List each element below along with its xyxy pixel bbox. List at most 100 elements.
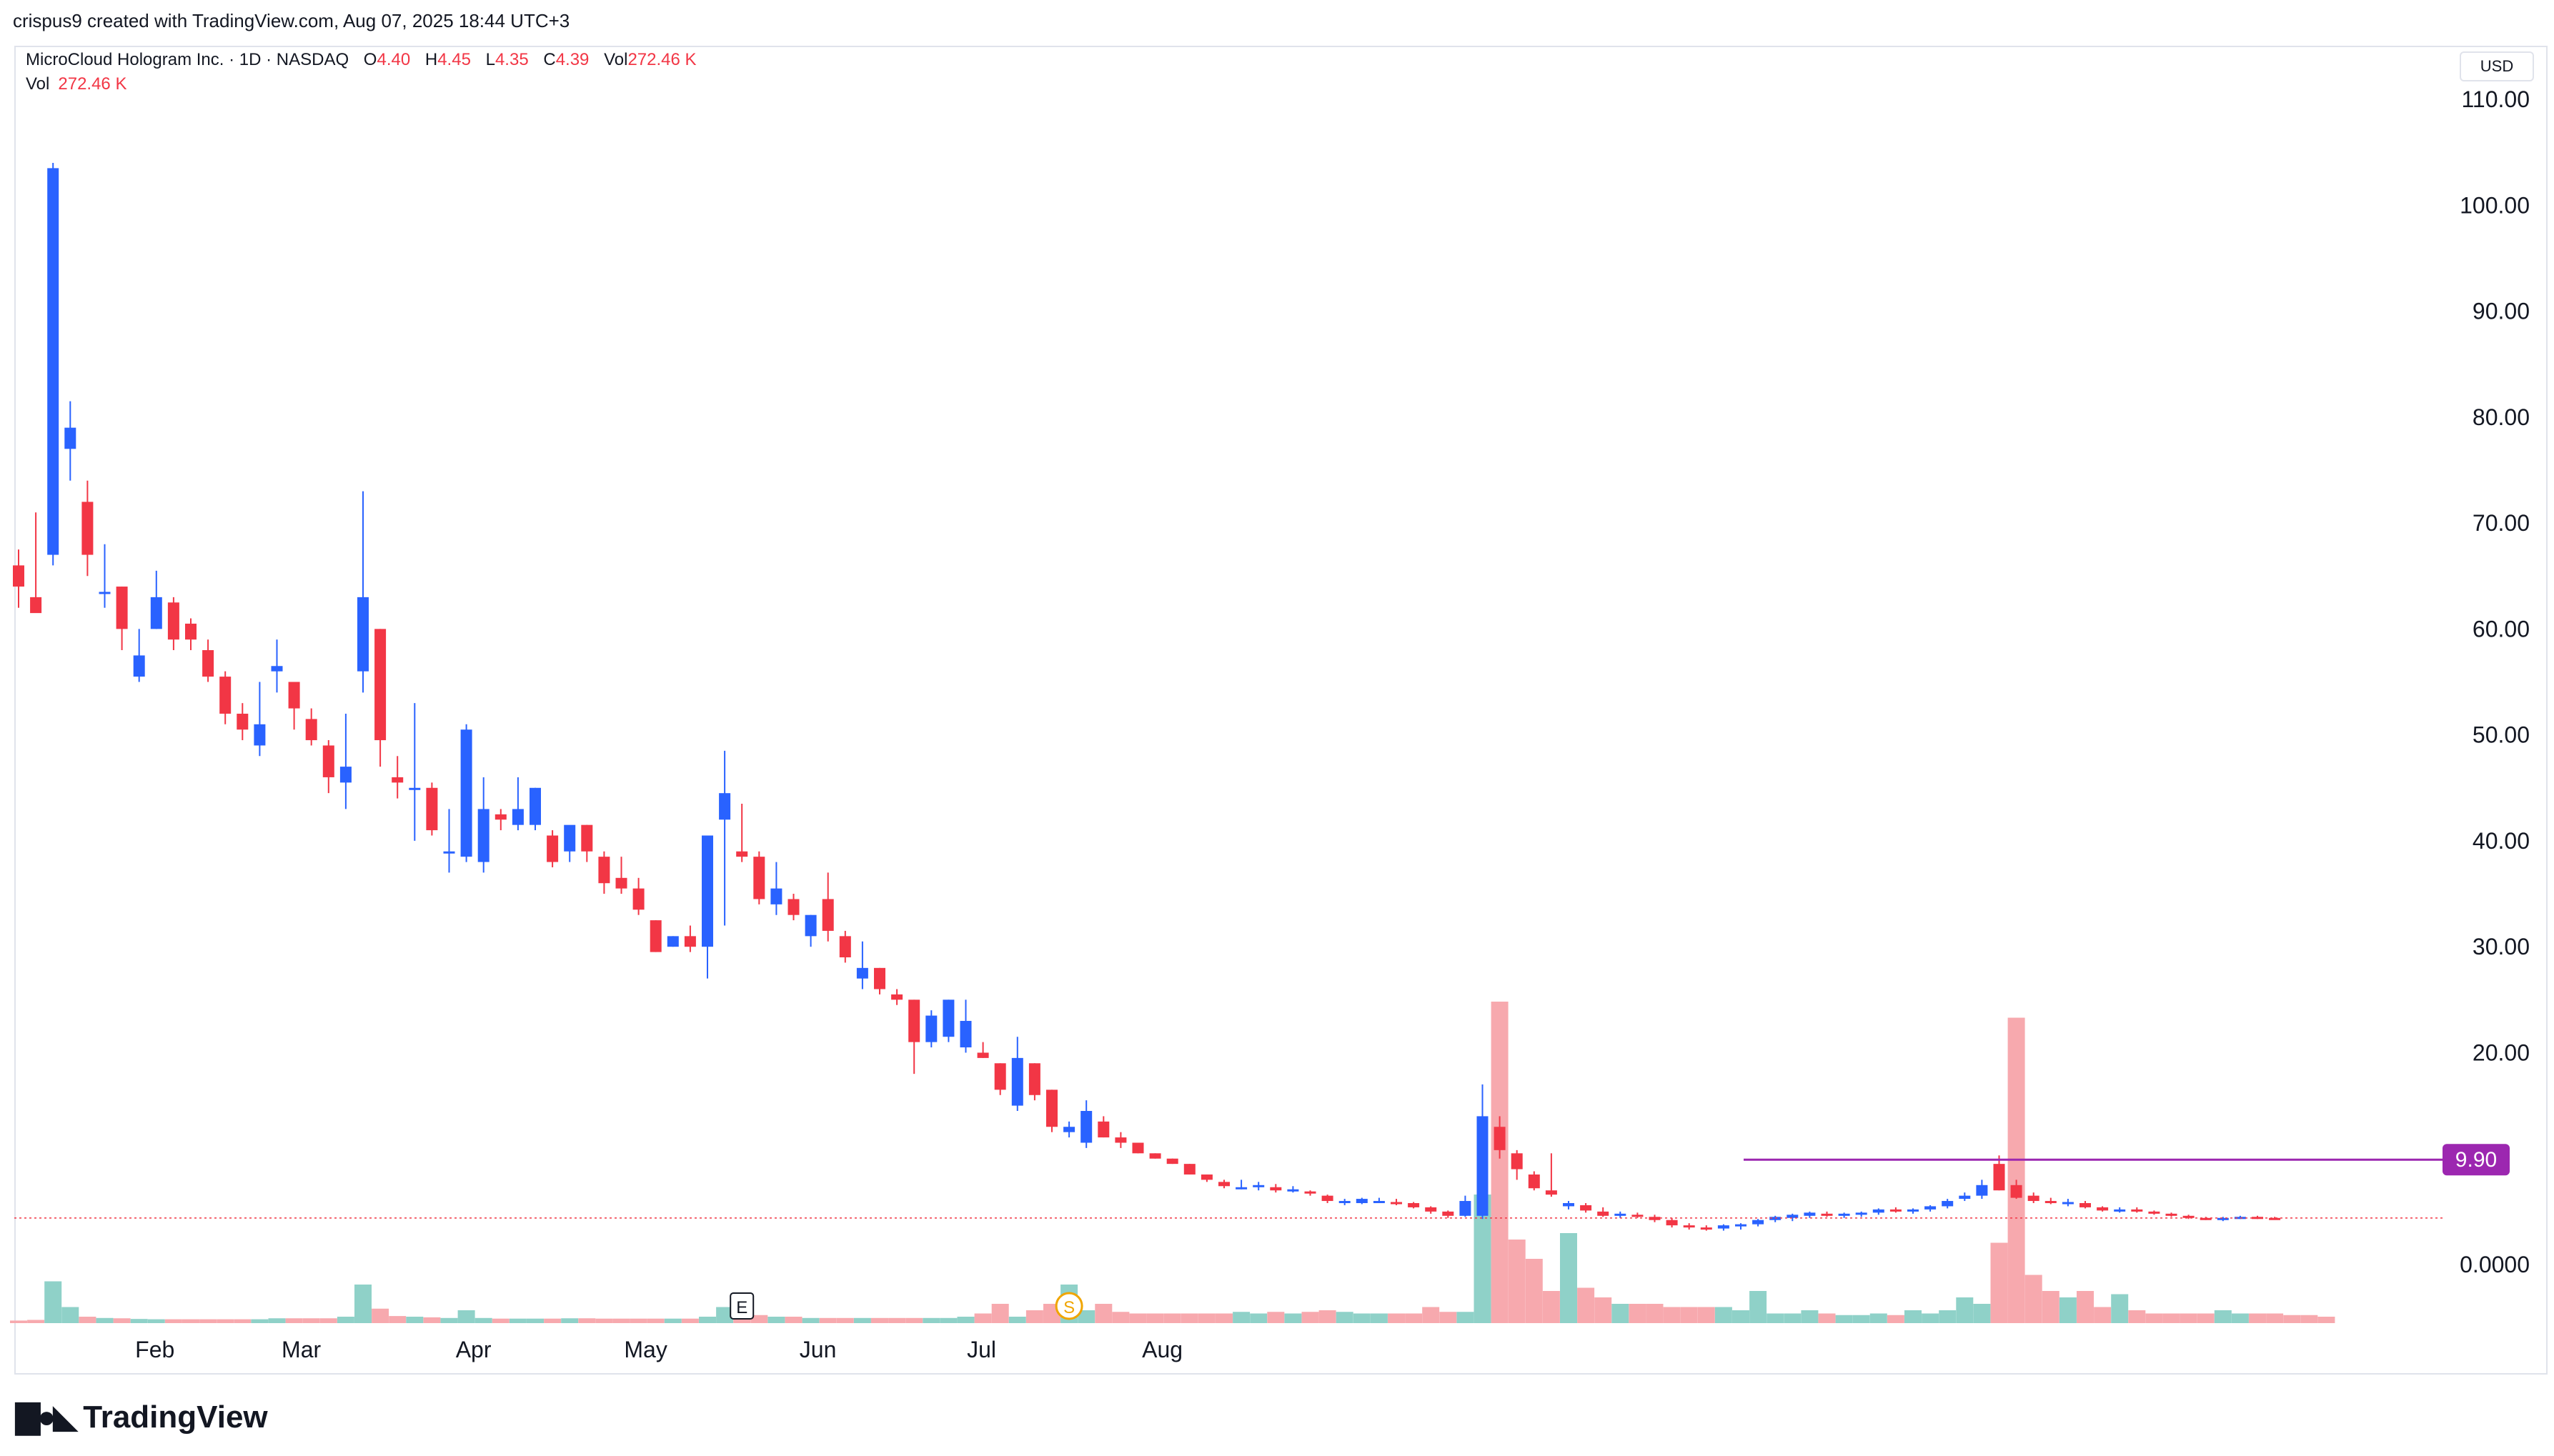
candle-body — [1700, 1227, 1712, 1230]
volume-bar — [2197, 1313, 2215, 1323]
candle-body — [30, 597, 42, 614]
candle-body — [2131, 1209, 2143, 1212]
candle-body — [839, 936, 851, 958]
candle-body — [305, 719, 317, 741]
candle-body — [322, 745, 334, 777]
candle-body — [392, 777, 404, 783]
candle-body — [443, 851, 455, 854]
volume-bar — [1560, 1233, 1577, 1323]
candle-body — [116, 587, 128, 629]
candle-body — [874, 967, 885, 989]
chart-frame — [14, 46, 2548, 1375]
candle-body — [426, 787, 438, 831]
candle-body — [1597, 1211, 1609, 1216]
volume-bar — [251, 1319, 269, 1323]
candle-body — [1614, 1213, 1626, 1216]
candle-body — [133, 655, 145, 677]
volume-bar — [1250, 1313, 1268, 1323]
volume-bar — [991, 1304, 1009, 1323]
candle-body — [1166, 1158, 1178, 1165]
candle-body — [64, 427, 76, 449]
volume-bar — [319, 1318, 337, 1323]
candle-body — [1080, 1111, 1093, 1143]
candle-body — [1098, 1121, 1110, 1138]
volume-bar — [819, 1317, 837, 1323]
symbol-label: MicroCloud Hologram Inc. · 1D · NASDAQ — [26, 50, 349, 69]
volume-bar — [1370, 1313, 1388, 1323]
volume-bar — [182, 1319, 199, 1323]
y-tick-label: 0.0000 — [2460, 1252, 2530, 1277]
volume-bar — [836, 1317, 854, 1323]
candle-body — [2114, 1209, 2126, 1212]
volume-bar — [268, 1318, 286, 1323]
tradingview-logo[interactable]: ▇●◣ TradingView — [16, 1399, 268, 1435]
volume-bar — [61, 1307, 79, 1323]
candle-body — [753, 857, 765, 899]
candle-body — [891, 994, 903, 1000]
volume-bar — [10, 1320, 27, 1323]
volume-bar — [1198, 1313, 1216, 1323]
candle-body — [943, 999, 955, 1037]
candle-body — [512, 809, 524, 825]
overlays: 9.90 E S — [14, 1144, 2510, 1320]
candle-body — [1563, 1203, 1574, 1207]
candle-body — [1666, 1220, 1678, 1226]
currency-button[interactable]: USD — [2460, 51, 2534, 81]
high-value: 4.45 — [437, 50, 471, 69]
volume-bar — [2145, 1313, 2163, 1323]
y-tick-label: 110.00 — [2462, 86, 2530, 112]
volume-bar — [302, 1318, 320, 1323]
event-marker-label: S — [1063, 1298, 1075, 1317]
volume-bar — [767, 1317, 785, 1323]
volume-bar — [1956, 1297, 1974, 1323]
volume-bar — [1663, 1307, 1681, 1323]
volume-bar — [1922, 1313, 1939, 1323]
candle-body — [1821, 1213, 1833, 1216]
candle-body — [495, 814, 507, 820]
volume-bar — [96, 1317, 114, 1323]
volume-bar — [1852, 1315, 1870, 1323]
volume-bar — [1008, 1317, 1026, 1323]
candle-body — [615, 877, 627, 889]
candle-body — [581, 824, 593, 852]
volume-bar — [1129, 1313, 1147, 1323]
candle-body — [925, 1015, 938, 1042]
close-label: C — [543, 50, 556, 69]
y-tick-label: 50.00 — [2473, 722, 2530, 748]
candle-body — [1580, 1205, 1592, 1211]
volume-bar — [1353, 1313, 1371, 1323]
y-tick-label: 100.00 — [2460, 192, 2530, 218]
candle-body — [339, 767, 352, 783]
x-tick-label: Jul — [967, 1337, 996, 1362]
volume-bar — [1801, 1310, 1819, 1323]
candle-body — [2010, 1185, 2022, 1198]
volume-bar — [2111, 1294, 2129, 1323]
volume-bar — [974, 1313, 992, 1323]
volume-bar — [2317, 1317, 2335, 1323]
volume-bar — [1697, 1307, 1715, 1323]
volume-bar — [1939, 1310, 1957, 1323]
candle-body — [1442, 1211, 1454, 1216]
volume-bar — [2214, 1310, 2232, 1323]
candle-body — [1408, 1203, 1420, 1207]
volume-bar — [1491, 1002, 1509, 1323]
volume-bar — [1542, 1291, 1560, 1323]
volume-bar — [130, 1319, 148, 1323]
vol-value: 272.46 K — [627, 50, 697, 69]
volume-bar — [337, 1317, 354, 1323]
candle-body — [1511, 1153, 1523, 1170]
volume-bar — [750, 1315, 768, 1323]
candle-body — [977, 1052, 989, 1058]
volume-bar — [1284, 1313, 1302, 1323]
volume-bar — [217, 1319, 234, 1323]
volume-bar — [1714, 1307, 1732, 1323]
volume-bar — [2007, 1017, 2025, 1323]
volume-bar — [389, 1316, 407, 1323]
candle-body — [1924, 1206, 1937, 1210]
candle-body — [1149, 1153, 1161, 1159]
volume-bar — [1732, 1310, 1749, 1323]
candle-body — [2252, 1217, 2263, 1220]
volume-bar — [2300, 1315, 2318, 1323]
volume-bar — [2059, 1297, 2077, 1323]
